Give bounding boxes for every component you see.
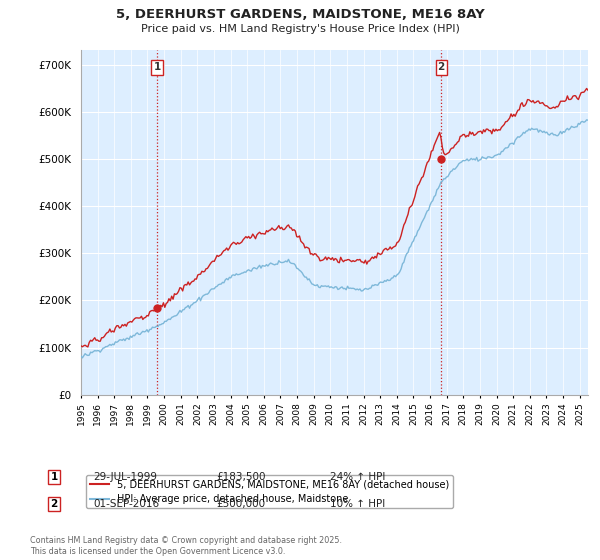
Text: Price paid vs. HM Land Registry's House Price Index (HPI): Price paid vs. HM Land Registry's House … — [140, 24, 460, 34]
Text: 24% ↑ HPI: 24% ↑ HPI — [330, 472, 385, 482]
Text: 2: 2 — [437, 63, 445, 72]
Text: 10% ↑ HPI: 10% ↑ HPI — [330, 499, 385, 509]
Text: 01-SEP-2016: 01-SEP-2016 — [93, 499, 159, 509]
Text: 29-JUL-1999: 29-JUL-1999 — [93, 472, 157, 482]
Text: £500,000: £500,000 — [216, 499, 265, 509]
Text: 1: 1 — [154, 63, 161, 72]
Text: 5, DEERHURST GARDENS, MAIDSTONE, ME16 8AY: 5, DEERHURST GARDENS, MAIDSTONE, ME16 8A… — [116, 8, 484, 21]
Text: £183,500: £183,500 — [216, 472, 265, 482]
Text: 1: 1 — [50, 472, 58, 482]
Legend: 5, DEERHURST GARDENS, MAIDSTONE, ME16 8AY (detached house), HPI: Average price, : 5, DEERHURST GARDENS, MAIDSTONE, ME16 8A… — [86, 475, 453, 508]
Text: 2: 2 — [50, 499, 58, 509]
Text: Contains HM Land Registry data © Crown copyright and database right 2025.
This d: Contains HM Land Registry data © Crown c… — [30, 536, 342, 556]
